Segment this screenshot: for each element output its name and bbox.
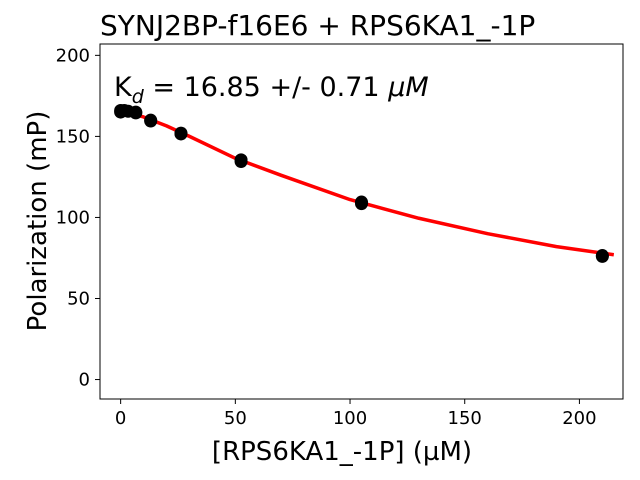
y-tick-label: 50 (67, 288, 90, 309)
data-point (144, 114, 158, 128)
points-layer (114, 103, 609, 263)
plot-frame (99, 43, 624, 400)
x-tick-label: 100 (333, 408, 367, 429)
x-tick-label: 50 (224, 408, 247, 429)
x-tick-label: 200 (562, 408, 596, 429)
data-point (234, 155, 248, 169)
y-tick-label: 100 (56, 207, 90, 228)
data-point (129, 105, 143, 119)
y-axis-ticks: 0 50 100 150 200 (56, 45, 100, 391)
data-point (174, 127, 188, 141)
x-tick-label: 150 (448, 408, 482, 429)
y-tick-label: 0 (79, 370, 90, 391)
y-axis-label: Polarization (mP) (23, 111, 53, 332)
data-point (595, 249, 609, 263)
y-tick-label: 150 (56, 126, 90, 147)
x-axis-label: [RPS6KA1_-1P] (µM) (212, 437, 472, 467)
fit-curve (120, 108, 615, 257)
fit-layer (120, 108, 615, 257)
data-point (355, 197, 368, 211)
x-axis-ticks: 0 50 100 150 200 (115, 399, 597, 429)
y-tick-label: 200 (56, 45, 90, 66)
x-tick-label: 0 (115, 408, 126, 429)
chart-title: SYNJ2BP-f16E6 + RPS6KA1_-1P (100, 9, 535, 42)
kd-annotation: Kd = 16.85 +/- 0.71 μM (114, 72, 429, 108)
